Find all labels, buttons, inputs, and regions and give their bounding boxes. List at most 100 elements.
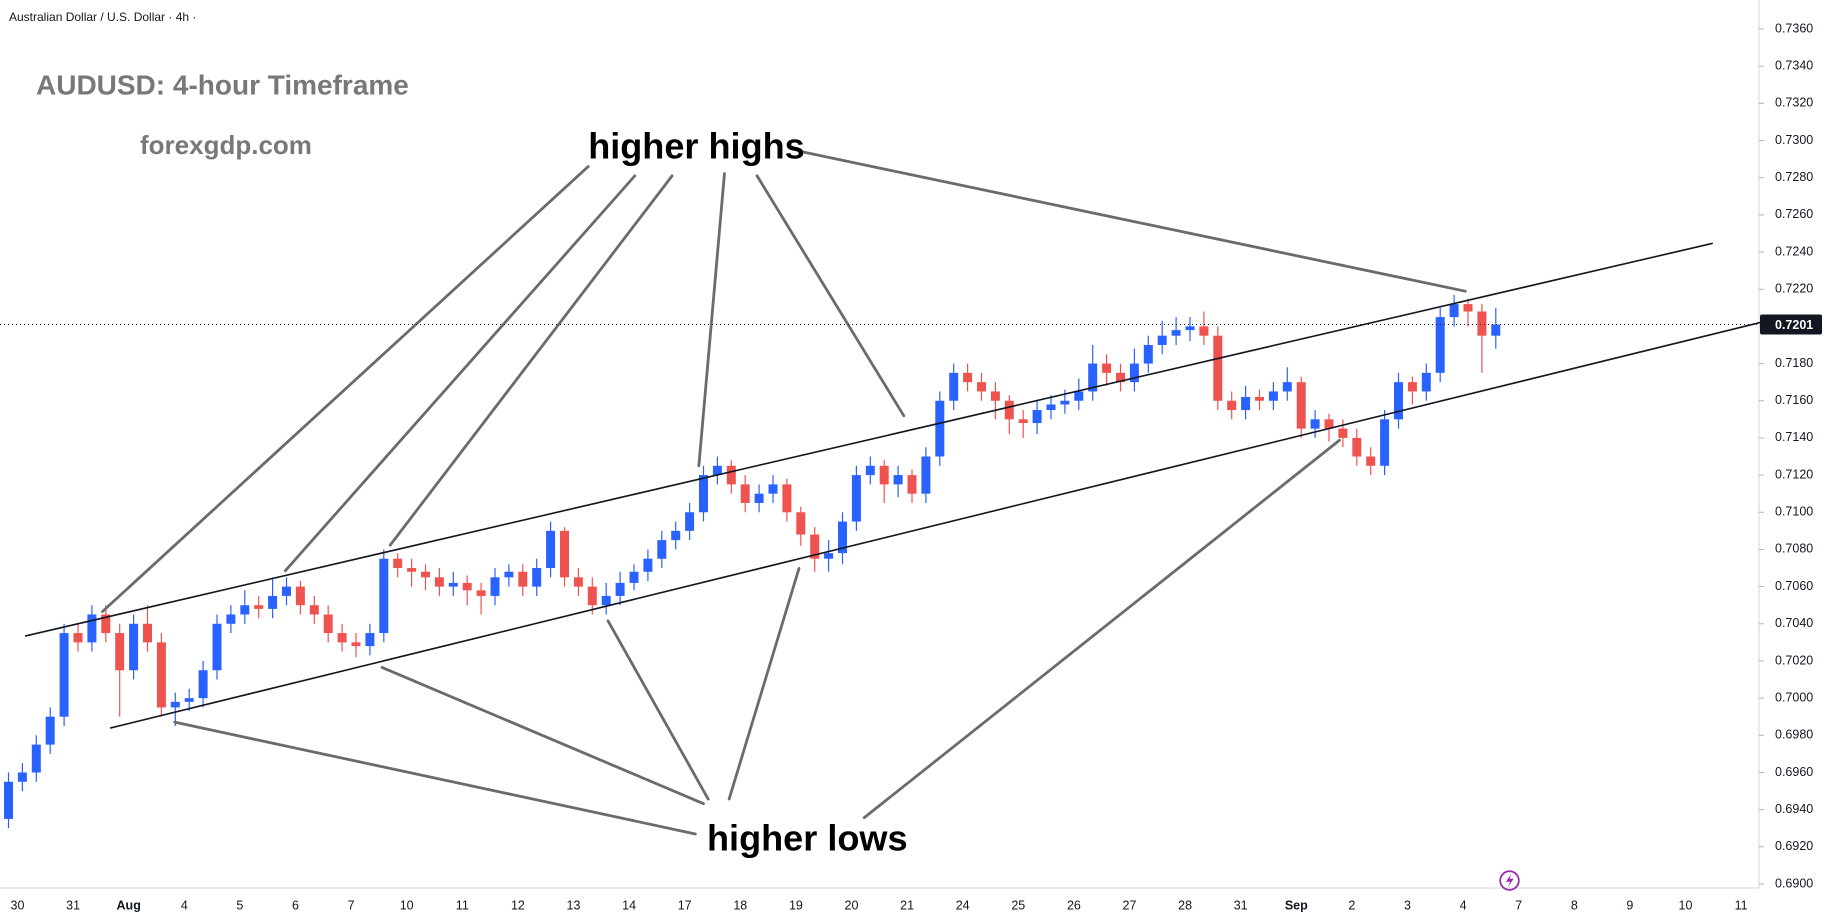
x-tick-label: 6 (292, 898, 299, 912)
candle-body (421, 571, 430, 578)
candle-body (1088, 363, 1098, 392)
channel-upper (24, 242, 1713, 637)
candle-body (1394, 382, 1403, 420)
candle-body (212, 623, 222, 671)
y-tick-label: 0.7080 (1775, 542, 1813, 556)
candle-body (226, 614, 236, 624)
candle-body (990, 391, 1000, 401)
x-tick-label: 14 (622, 898, 636, 912)
candle-body (17, 772, 27, 782)
candle-body (1129, 363, 1139, 383)
candle-body (1380, 419, 1390, 466)
candle-body (1352, 437, 1362, 457)
candle-body (476, 590, 486, 596)
y-tick-label: 0.7160 (1775, 393, 1813, 407)
y-tick-label: 0.7360 (1775, 21, 1813, 35)
x-tick-label: Aug (117, 898, 141, 912)
pointer (798, 150, 1467, 293)
candle-body (935, 400, 945, 457)
candle-body (1227, 400, 1237, 411)
candle-body (1463, 304, 1473, 312)
pointer (755, 174, 906, 418)
candle-body (824, 553, 834, 559)
higher-highs-arrows (101, 150, 1467, 613)
x-tick-label: 4 (181, 898, 188, 912)
y-tick-label: 0.7040 (1775, 616, 1813, 630)
candle-body (712, 465, 722, 476)
candle-body (1282, 382, 1292, 392)
candle-body (1157, 335, 1167, 345)
y-tick-label: 0.7000 (1775, 690, 1813, 704)
y-tick-label: 0.7020 (1775, 653, 1813, 667)
x-tick-label: 9 (1626, 898, 1633, 912)
candle-body (1074, 391, 1084, 401)
pointer (380, 666, 705, 806)
lightning-icon[interactable] (1499, 870, 1520, 891)
candle-body (1491, 324, 1501, 336)
x-tick-label: 10 (400, 898, 414, 912)
candle-body (295, 586, 305, 606)
candle-body (1366, 456, 1376, 466)
x-tick-label: 7 (348, 898, 355, 912)
x-tick-label: 7 (1515, 898, 1522, 912)
x-tick-label: 24 (956, 898, 970, 912)
y-tick-label: 0.7140 (1775, 430, 1813, 444)
x-tick-label: 31 (1234, 898, 1248, 912)
candle-body (393, 558, 403, 569)
candle-body (893, 475, 903, 485)
candle-body (865, 465, 875, 476)
candle-body (1171, 330, 1181, 336)
candle-body (1407, 382, 1417, 392)
x-tick-label: 12 (511, 898, 525, 912)
x-tick-label: 26 (1067, 898, 1081, 912)
candle-body (73, 633, 83, 643)
pointer (388, 174, 674, 547)
candle-body (768, 484, 778, 494)
y-tick-label: 0.7280 (1775, 170, 1813, 184)
candle-body (4, 781, 13, 819)
y-tick-label: 0.6980 (1775, 728, 1813, 742)
candle-body (156, 642, 166, 708)
candle-body (1060, 400, 1070, 405)
candle-body (921, 456, 931, 494)
y-tick-label: 0.6900 (1775, 876, 1813, 890)
candle-body (838, 521, 847, 554)
candle-body (851, 475, 861, 522)
channel-lower (109, 320, 1766, 729)
pointer (727, 567, 801, 801)
candle-body (1199, 326, 1209, 336)
x-tick-label: 20 (845, 898, 859, 912)
candle-body (1310, 419, 1320, 429)
x-tick-label: 17 (678, 898, 692, 912)
candle-body (629, 571, 639, 583)
candle-body (1324, 419, 1334, 429)
candle-body (1018, 419, 1028, 424)
candle-body (101, 614, 111, 634)
candle-body (407, 568, 417, 572)
candle-body (1213, 335, 1223, 401)
candle-body (726, 465, 736, 485)
candle-body (699, 475, 708, 513)
candle-body (1477, 311, 1487, 336)
y-tick-label: 0.7340 (1775, 58, 1813, 72)
candle-body (740, 484, 750, 503)
candle-body (282, 586, 291, 596)
pointer (173, 720, 697, 836)
candle-body (1004, 400, 1014, 420)
candle-body (573, 577, 583, 587)
last-price-label: 0.7201 (1775, 318, 1813, 332)
candle-body (1338, 428, 1348, 438)
y-tick-label: 0.7300 (1775, 133, 1813, 147)
y-tick-label: 0.7240 (1775, 244, 1813, 258)
y-tick-label: 0.7100 (1775, 505, 1813, 519)
x-tick-label: 11 (456, 898, 469, 912)
symbol-header: Australian Dollar / U.S. Dollar · 4h · (9, 10, 196, 24)
candle-body (448, 582, 458, 587)
candle-body (504, 571, 514, 578)
y-tick-label: 0.7320 (1775, 96, 1813, 110)
x-tick-label: 28 (1178, 898, 1192, 912)
candle-body (810, 534, 820, 559)
x-tick-label: 10 (1679, 898, 1693, 912)
candle-body (129, 623, 139, 671)
